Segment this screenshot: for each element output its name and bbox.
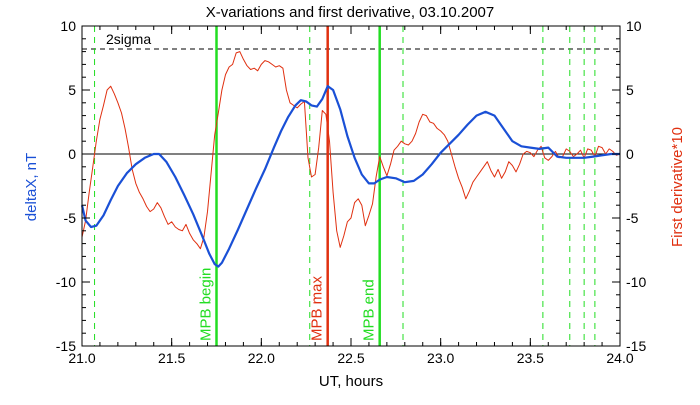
y-tick-label-right: 0 (626, 146, 634, 162)
x-tick-label: 23.0 (427, 350, 454, 366)
x-tick-label: 21.0 (68, 350, 95, 366)
y-tick-label-left: 10 (60, 18, 76, 34)
plot-layer: 2sigma MPB begin MPB max MPB end 21.0 21.5 22.… (56, 18, 647, 366)
y-tick-label-left: 5 (68, 82, 76, 98)
x-tick-label: 21.5 (158, 350, 185, 366)
y-tick-label-left: -10 (56, 274, 76, 290)
x-tick-label: 22.5 (337, 350, 364, 366)
y-tick-label-right: 5 (626, 82, 634, 98)
x-tick-label: 22.0 (248, 350, 275, 366)
marker-label-mpb-max: MPB max (309, 275, 326, 341)
sigma-label: 2sigma (106, 31, 151, 47)
y-tick-label-right: -10 (626, 274, 646, 290)
y-axis-label-right: First derivative*10 (669, 127, 686, 247)
x-tick-label: 24.0 (606, 350, 633, 366)
y-tick-label-left: 0 (68, 146, 76, 162)
x-axis-label: UT, hours (319, 373, 383, 390)
y-tick-label-left: -5 (64, 210, 77, 226)
y-tick-label-right: 10 (626, 18, 642, 34)
series-line-deltax (80, 85, 620, 268)
marker-label-mpb-end: MPB end (361, 279, 378, 341)
marker-label-mpb-begin: MPB begin (198, 268, 215, 341)
chart-title: X-variations and first derivative, 03.10… (206, 4, 495, 21)
y-tick-label-right: -15 (626, 338, 646, 354)
series-line-derivative (81, 51, 621, 250)
y-tick-label-left: -15 (56, 338, 76, 354)
plot-frame (81, 25, 621, 347)
y-tick-label-right: -5 (626, 210, 639, 226)
y-axis-label-left: deltaX, nT (23, 153, 40, 221)
x-tick-label: 23.5 (517, 350, 544, 366)
